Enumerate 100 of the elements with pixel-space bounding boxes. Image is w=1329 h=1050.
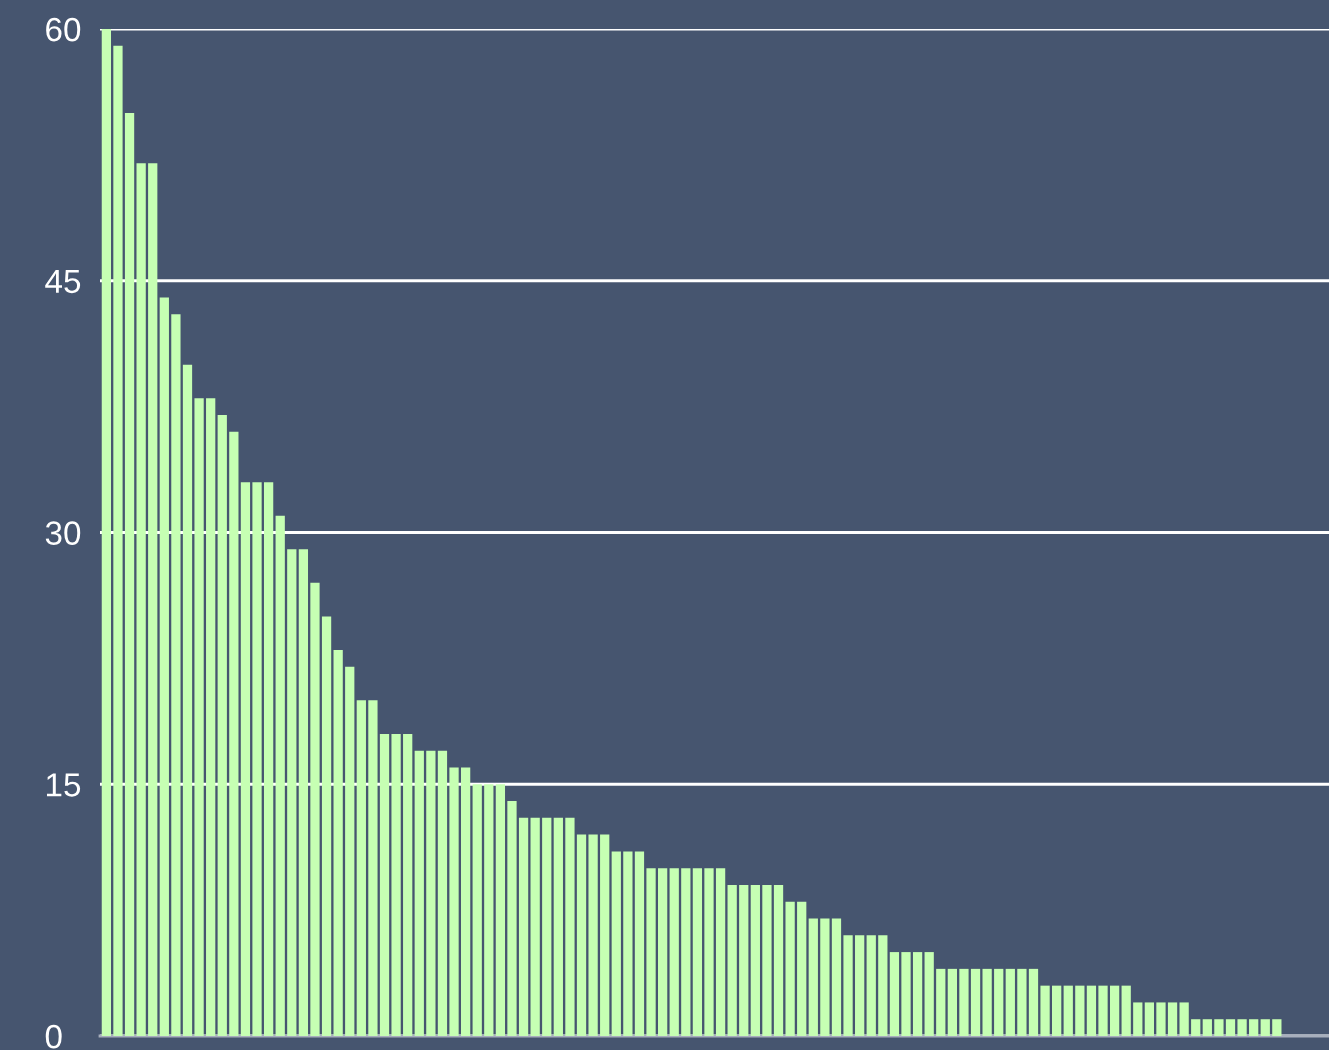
bar bbox=[1028, 968, 1039, 1036]
bar bbox=[808, 918, 818, 1036]
bar bbox=[1179, 1002, 1189, 1036]
bar bbox=[785, 901, 795, 1036]
bar bbox=[1237, 1019, 1247, 1036]
bar bbox=[472, 784, 482, 1036]
bar bbox=[646, 868, 656, 1036]
bar bbox=[310, 582, 320, 1036]
bar bbox=[727, 884, 737, 1036]
bar bbox=[345, 666, 355, 1036]
bar bbox=[715, 868, 726, 1036]
bar bbox=[101, 29, 112, 1036]
bar bbox=[124, 112, 135, 1036]
bar bbox=[959, 968, 969, 1036]
bar bbox=[1121, 985, 1131, 1036]
bar bbox=[1260, 1019, 1270, 1036]
bar bbox=[1202, 1019, 1212, 1036]
bar bbox=[1133, 1002, 1143, 1036]
bar bbox=[403, 733, 413, 1036]
bar bbox=[1249, 1019, 1259, 1036]
bar bbox=[762, 884, 772, 1036]
bar bbox=[982, 968, 992, 1036]
bar bbox=[217, 415, 227, 1036]
bar bbox=[692, 868, 703, 1036]
bar bbox=[773, 884, 784, 1036]
bar bbox=[298, 549, 309, 1036]
bar bbox=[182, 364, 193, 1036]
bar bbox=[1156, 1002, 1166, 1036]
bar bbox=[901, 952, 911, 1036]
bar bbox=[287, 549, 297, 1036]
bar bbox=[1052, 985, 1062, 1036]
bar bbox=[611, 851, 621, 1036]
bar bbox=[1167, 1002, 1178, 1036]
bar bbox=[206, 398, 216, 1036]
bar bbox=[379, 733, 390, 1036]
bar bbox=[1098, 985, 1108, 1036]
bar bbox=[113, 45, 123, 1036]
bar bbox=[623, 851, 633, 1036]
bar bbox=[553, 817, 563, 1036]
bar bbox=[1214, 1019, 1224, 1036]
bar bbox=[194, 398, 204, 1036]
bar bbox=[1272, 1019, 1282, 1036]
y-tick-label: 30 bbox=[45, 521, 81, 545]
bar bbox=[1040, 985, 1050, 1036]
bar bbox=[924, 952, 934, 1036]
bar bbox=[1109, 985, 1120, 1036]
bar bbox=[947, 968, 957, 1036]
bar bbox=[1075, 985, 1085, 1036]
bar bbox=[936, 968, 946, 1036]
bar bbox=[576, 834, 587, 1036]
bar bbox=[739, 884, 749, 1036]
bar bbox=[1191, 1019, 1201, 1036]
bar bbox=[356, 700, 366, 1036]
bar bbox=[252, 482, 262, 1036]
bar bbox=[542, 817, 552, 1036]
bar bbox=[600, 834, 610, 1036]
bar bbox=[681, 868, 691, 1036]
bar bbox=[391, 733, 401, 1036]
y-tick-label: 0 bbox=[45, 1024, 62, 1049]
bar bbox=[368, 700, 378, 1036]
bar bbox=[658, 868, 668, 1036]
bar bbox=[797, 901, 807, 1036]
bar bbox=[136, 163, 146, 1036]
bar bbox=[1017, 968, 1027, 1036]
bar bbox=[484, 784, 494, 1036]
bar bbox=[414, 750, 424, 1036]
bar bbox=[866, 935, 876, 1036]
bar bbox=[507, 801, 517, 1036]
bar bbox=[970, 968, 981, 1036]
bar bbox=[1144, 1002, 1155, 1036]
bar bbox=[263, 482, 274, 1036]
bar bbox=[750, 884, 760, 1036]
bar bbox=[333, 649, 343, 1036]
bar bbox=[1086, 985, 1097, 1036]
bar bbox=[437, 750, 448, 1036]
bar bbox=[426, 750, 436, 1036]
bar bbox=[588, 834, 598, 1036]
bar bbox=[565, 817, 575, 1036]
bar bbox=[1225, 1019, 1236, 1036]
bar bbox=[843, 935, 853, 1036]
bar bbox=[171, 314, 181, 1036]
y-tick-label: 60 bbox=[46, 17, 81, 42]
bar bbox=[889, 952, 900, 1036]
bar bbox=[518, 817, 529, 1036]
bar bbox=[820, 918, 830, 1036]
bar bbox=[1005, 968, 1015, 1036]
bar bbox=[634, 851, 645, 1036]
bar bbox=[321, 616, 332, 1036]
bar bbox=[530, 817, 540, 1036]
bar bbox=[831, 918, 842, 1036]
bar bbox=[240, 482, 251, 1036]
bar bbox=[460, 767, 471, 1036]
y-tick-label: 15 bbox=[46, 773, 81, 797]
bar bbox=[275, 515, 285, 1036]
bar bbox=[912, 952, 923, 1036]
bar bbox=[495, 784, 506, 1036]
bar bbox=[148, 163, 158, 1036]
bar bbox=[994, 968, 1004, 1036]
y-tick-label: 45 bbox=[45, 269, 81, 294]
bar bbox=[855, 935, 865, 1036]
